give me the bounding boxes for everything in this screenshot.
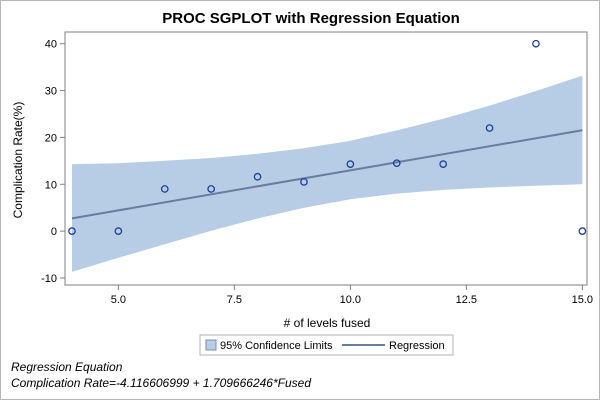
data-point — [253, 172, 262, 181]
data-point — [114, 227, 123, 235]
data-point — [300, 178, 308, 186]
footnote-line-2: Complication Rate=-4.116606999 + 1.70966… — [11, 376, 311, 390]
data-point — [439, 160, 448, 168]
y-tick-label: 20 — [45, 132, 57, 144]
x-tick-label: 12.5 — [456, 294, 477, 306]
x-tick-label: 7.5 — [227, 294, 242, 306]
footnote-line-1: Regression Equation — [11, 360, 123, 374]
plot-frame — [64, 31, 588, 286]
x-axis-label: # of levels fused — [284, 316, 371, 330]
y-tick-label: 30 — [45, 86, 57, 98]
chart-title: PROC SGPLOT with Regression Equation — [162, 10, 460, 27]
data-points — [68, 39, 587, 235]
legend: 95% Confidence Limits Regression — [199, 334, 454, 356]
y-axis: -10 0 10 20 30 40 — [41, 39, 65, 285]
y-tick-label: -10 — [41, 273, 57, 285]
x-tick-label: 5.0 — [111, 294, 126, 306]
data-point — [485, 124, 494, 132]
y-axis-label: Complication Rate(%) — [11, 102, 25, 219]
x-axis: 5.0 7.5 10.0 12.5 15.0 — [111, 285, 593, 306]
data-point — [68, 227, 76, 235]
footnote: Regression Equation Complication Rate=-4… — [11, 359, 311, 391]
legend-box — [199, 334, 454, 356]
y-tick-label: 40 — [45, 39, 57, 51]
legend-label-band: 95% Confidence Limits — [220, 340, 333, 352]
data-point — [346, 160, 355, 168]
y-tick-label: 10 — [45, 179, 57, 191]
legend-label-line: Regression — [389, 340, 445, 352]
data-point — [392, 159, 401, 168]
data-point — [207, 185, 216, 193]
data-point — [532, 39, 540, 48]
data-point — [160, 185, 169, 193]
y-tick-label: 0 — [51, 226, 57, 238]
plot-area — [64, 31, 588, 286]
regression-line — [71, 129, 583, 220]
legend-swatch-band — [205, 339, 217, 351]
data-point — [578, 227, 587, 235]
x-tick-label: 10.0 — [340, 294, 361, 306]
x-tick-label: 15.0 — [572, 294, 593, 306]
